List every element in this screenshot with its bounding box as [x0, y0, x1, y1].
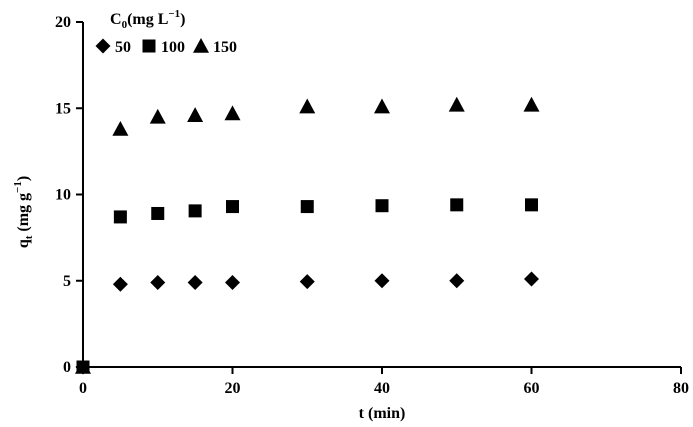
data-point-150 [112, 120, 129, 136]
data-point-100 [151, 206, 165, 220]
legend-title-close: ) [180, 11, 185, 28]
data-point-150 [299, 98, 316, 114]
data-point-100 [300, 200, 314, 214]
data-point-100 [375, 199, 389, 213]
legend-title-main: C [110, 11, 122, 28]
data-point-50 [299, 274, 315, 290]
series-150 [75, 96, 540, 374]
y-tick-label: 10 [55, 187, 71, 204]
x-axis-title: t (min) [359, 405, 406, 422]
data-point-50 [112, 276, 128, 292]
legend-title-sub: 0 [122, 19, 128, 31]
legend-marker-50 [95, 38, 111, 54]
x-tick-label: 0 [79, 380, 87, 397]
y-axis-title-units: (mg g [15, 193, 32, 236]
legend: C0(mg L−1) 50 100 150 [95, 8, 237, 56]
data-point-150 [224, 105, 241, 121]
data-point-50 [150, 274, 166, 290]
y-axis-title: qt (mg g−1) [12, 176, 35, 248]
x-axis-ticks: 0 20 40 60 80 [79, 367, 689, 397]
data-point-100 [113, 210, 127, 224]
y-tick-label: 15 [55, 100, 71, 117]
legend-title: C0(mg L−1) [110, 8, 186, 31]
legend-title-units: (mg L [127, 11, 168, 28]
x-tick-label: 80 [673, 380, 689, 397]
y-axis-title-sub: t [23, 235, 35, 239]
y-axis-title-sup: −1 [12, 181, 24, 193]
data-point-50 [449, 273, 465, 289]
y-tick-label: 0 [63, 359, 71, 376]
axes [82, 22, 681, 368]
x-tick-label: 60 [524, 380, 540, 397]
x-tick-label: 40 [374, 380, 390, 397]
data-points [75, 96, 540, 375]
series-50 [75, 271, 539, 375]
data-point-50 [187, 274, 203, 290]
data-point-100 [450, 198, 464, 212]
data-point-100 [226, 200, 239, 214]
data-point-150 [523, 96, 540, 112]
legend-marker-100 [142, 39, 156, 53]
legend-label-100: 100 [161, 39, 185, 56]
legend-label-50: 50 [115, 39, 131, 56]
legend-label-150: 150 [213, 39, 237, 56]
series-100 [76, 198, 538, 374]
legend-title-sup: −1 [168, 8, 180, 20]
data-point-50 [524, 271, 539, 287]
y-tick-label: 5 [63, 273, 71, 290]
data-point-150 [187, 107, 204, 122]
y-axis-title-main: q [15, 239, 32, 248]
x-tick-label: 20 [225, 380, 241, 397]
data-point-50 [225, 274, 240, 290]
data-point-150 [374, 98, 390, 114]
data-point-150 [75, 359, 91, 374]
data-point-100 [188, 204, 202, 218]
y-tick-label: 20 [55, 14, 71, 31]
y-axis-ticks: 0 5 10 15 20 [55, 14, 83, 376]
legend-marker-150 [193, 38, 209, 53]
legend-items: 50 100 150 [95, 38, 237, 56]
data-point-100 [525, 198, 538, 212]
data-point-150 [149, 108, 166, 124]
data-point-50 [374, 273, 390, 289]
y-axis-title-close: ) [15, 176, 32, 181]
data-point-150 [448, 96, 465, 112]
